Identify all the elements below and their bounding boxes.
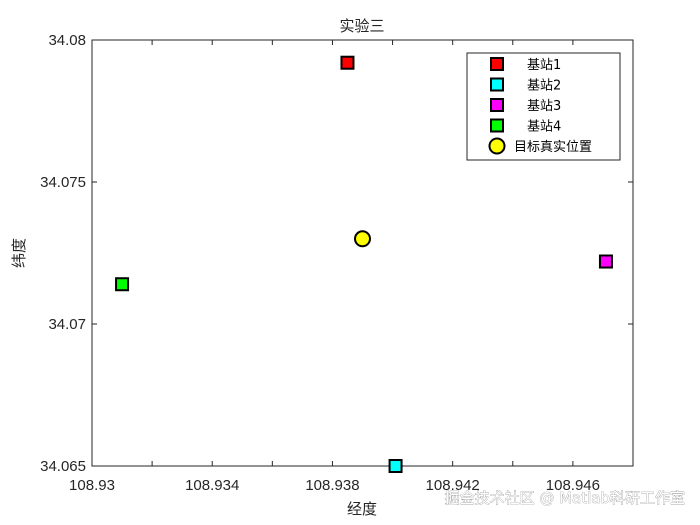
legend-marker xyxy=(488,137,506,155)
legend-marker xyxy=(490,57,504,71)
legend-label: 目标真实位置 xyxy=(514,140,592,155)
legend-marker xyxy=(490,77,504,92)
data-point-series-2 xyxy=(388,459,403,473)
legend-label: 基站1 xyxy=(527,58,561,73)
axis-ticks: 108.93 108.934 108.938 108.942 108.946 34.065… xyxy=(40,32,634,494)
legend-item: 基站1 xyxy=(490,57,561,73)
legend-marker xyxy=(490,118,504,133)
legend-item: 基站2 xyxy=(490,77,561,94)
x-tick-label: 108.942 xyxy=(426,477,480,494)
legend-marker xyxy=(490,98,504,112)
x-tick-label: 108.946 xyxy=(546,477,600,494)
chart-title: 实验三 xyxy=(339,17,384,35)
data-point-series-5 xyxy=(354,230,371,248)
x-tick-label: 108.93 xyxy=(69,477,115,494)
y-tick-label: 34.07 xyxy=(48,316,86,333)
x-axis-label: 经度 xyxy=(347,500,377,518)
data-point-series-4 xyxy=(115,277,130,292)
y-tick-label: 34.075 xyxy=(40,174,86,191)
x-tick-label: 108.934 xyxy=(185,477,239,494)
legend-label: 基站2 xyxy=(527,79,561,94)
data-point-series-1 xyxy=(340,55,355,70)
legend-item: 基站3 xyxy=(490,98,561,114)
legend: 基站1 基站2 基站3 基站4 目标真实位置 xyxy=(466,52,621,161)
legend-label: 基站4 xyxy=(527,120,561,135)
legend-label: 基站3 xyxy=(527,99,561,114)
legend-item: 基站4 xyxy=(490,118,561,135)
x-tick-label: 108.938 xyxy=(305,477,359,494)
y-tick-label: 34.065 xyxy=(40,458,86,475)
watermark: 掘金技术社区 @ Matlab科研工作室 xyxy=(445,489,685,507)
y-axis-label: 纬度 xyxy=(10,238,28,268)
data-point-series-3 xyxy=(598,254,613,269)
y-tick-label: 34.08 xyxy=(48,32,86,49)
data-points xyxy=(115,55,613,473)
legend-item: 目标真实位置 xyxy=(488,137,592,155)
